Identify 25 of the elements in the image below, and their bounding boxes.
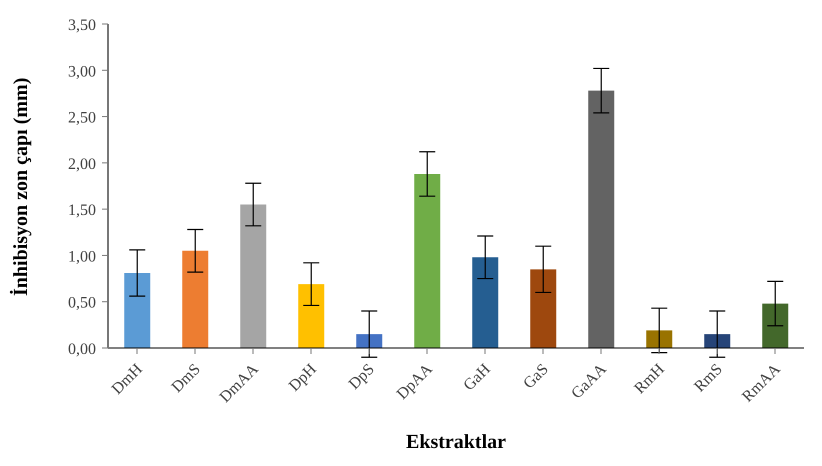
y-tick-label: 3,50 <box>68 17 96 34</box>
x-tick-label: DpS <box>346 360 378 393</box>
y-tick-label: 0,50 <box>68 294 96 312</box>
y-tick-label: 1,50 <box>68 202 96 220</box>
y-tick-label: 3,00 <box>68 63 96 80</box>
y-tick-label: 2,50 <box>68 110 96 127</box>
bar <box>530 269 556 348</box>
bar <box>704 334 730 348</box>
bar <box>356 334 382 348</box>
x-tick-label: GaS <box>520 360 552 392</box>
bar <box>762 304 788 348</box>
bar <box>646 330 672 348</box>
x-tick-label: GaH <box>460 360 494 394</box>
bar <box>182 250 208 348</box>
bar <box>472 257 498 348</box>
bar <box>414 174 440 348</box>
y-tick-label: 0,00 <box>68 341 96 358</box>
bar <box>588 90 614 348</box>
y-tick-label: 1,00 <box>68 248 96 266</box>
bar <box>240 204 266 348</box>
bar <box>298 284 324 348</box>
y-axis-title: İnhibisyon zon çapı (mm) <box>9 78 32 296</box>
bar <box>124 273 150 348</box>
y-tick-label: 2,00 <box>68 156 96 173</box>
x-axis-title: Ekstraktlar <box>406 431 506 453</box>
